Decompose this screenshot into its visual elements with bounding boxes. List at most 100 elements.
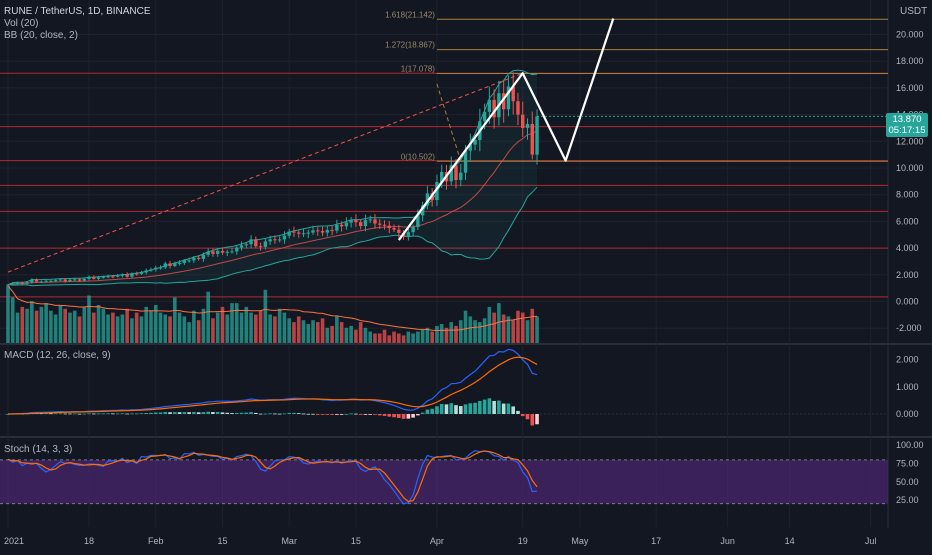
macd-indicator-label[interactable]: MACD (12, 26, close, 9) xyxy=(4,350,111,361)
candle-body-55 xyxy=(268,239,272,242)
macd-hist-bar-99 xyxy=(478,400,482,414)
grid xyxy=(0,0,888,527)
candle-body-41 xyxy=(201,254,206,259)
candle-body-64 xyxy=(311,230,315,233)
volume-bar-58 xyxy=(282,312,287,343)
macd-hist-bar-65 xyxy=(315,414,320,415)
volume-indicator-label[interactable]: Vol (20) xyxy=(4,18,39,29)
fib-levels: 1.618(21.142) 1.272(18.867) 1(17.078) 0(10.… xyxy=(385,10,888,162)
volume-bar-5 xyxy=(30,301,34,343)
volume-bar-68 xyxy=(330,325,334,343)
candle-body-21 xyxy=(106,276,110,278)
candle-body-18 xyxy=(92,276,96,279)
volume-bar-20 xyxy=(101,308,106,343)
stoch-tick-3: 100.00 xyxy=(896,440,924,450)
time-tick-7: 19 xyxy=(518,536,528,546)
chart-title[interactable]: RUNE / TetherUS, 1D, BINANCE xyxy=(4,6,151,17)
candle-body-97 xyxy=(468,144,473,151)
macd-hist-bar-98 xyxy=(473,402,477,414)
macd-hist-bar-69 xyxy=(335,414,339,415)
macd-hist-bar-0 xyxy=(6,414,10,415)
macd-hist-bar-14 xyxy=(72,413,77,415)
price-tick-11: 20.000 xyxy=(896,30,924,40)
candle-body-80 xyxy=(387,225,391,229)
macd-pane: 0.000 1.000 2.000 xyxy=(0,348,919,426)
macd-hist-bar-104 xyxy=(501,403,506,414)
candle-body-12 xyxy=(63,279,67,282)
macd-hist-bar-62 xyxy=(301,413,306,415)
volume-bar-48 xyxy=(234,303,239,343)
candle-body-44 xyxy=(216,250,220,254)
volume-bar-13 xyxy=(68,312,72,343)
volume-bar-83 xyxy=(401,335,406,343)
volume-bar-103 xyxy=(497,303,501,343)
macd-hist-bar-96 xyxy=(463,404,468,414)
volume-bar-49 xyxy=(239,312,244,343)
macd-hist-bar-43 xyxy=(211,412,215,414)
time-tick-4: Mar xyxy=(281,536,297,546)
candle-body-34 xyxy=(168,263,172,266)
volume-bar-85 xyxy=(411,333,415,343)
volume-bar-95 xyxy=(458,320,463,343)
volume-bar-81 xyxy=(392,331,396,343)
volume-bar-72 xyxy=(349,325,353,343)
stoch-tick-0: 25.00 xyxy=(896,495,919,505)
volume-bar-88 xyxy=(425,327,430,343)
macd-hist-bar-58 xyxy=(282,413,287,415)
candle-body-84 xyxy=(406,232,411,237)
candle-body-26 xyxy=(130,273,134,277)
volume-bar-79 xyxy=(382,329,387,343)
macd-hist-bar-73 xyxy=(354,413,358,415)
macd-hist-bar-23 xyxy=(115,413,120,415)
macd-hist-bar-56 xyxy=(273,413,277,415)
volume-bar-11 xyxy=(58,305,63,343)
bollinger-indicator-label[interactable]: BB (20, close, 2) xyxy=(4,30,78,41)
candle-body-107 xyxy=(516,101,520,115)
macd-hist-bar-48 xyxy=(234,412,239,414)
macd-hist-bar-25 xyxy=(125,413,129,415)
volume-bar-44 xyxy=(215,312,220,343)
candle-body-17 xyxy=(87,276,91,279)
macd-hist-bar-39 xyxy=(192,412,196,414)
macd-hist-bar-101 xyxy=(487,398,492,414)
macd-hist-bar-77 xyxy=(373,414,377,415)
volume-bar-26 xyxy=(130,318,134,343)
candle-body-28 xyxy=(139,272,144,274)
volume-bar-4 xyxy=(25,308,29,343)
candle-body-31 xyxy=(154,267,158,270)
macd-hist-bar-67 xyxy=(325,414,330,415)
stoch-pane: 25.00 50.00 75.00 100.00 xyxy=(0,440,924,505)
volume-bar-6 xyxy=(34,310,39,343)
harmonic-pattern-path xyxy=(397,18,615,241)
stoch-indicator-label[interactable]: Stoch (14, 3, 3) xyxy=(4,444,73,455)
macd-hist-bar-50 xyxy=(244,412,249,414)
volume-bar-60 xyxy=(292,322,296,343)
volume-bar-43 xyxy=(211,318,215,343)
volume-bar-36 xyxy=(177,312,182,343)
time-tick-3: 15 xyxy=(217,536,227,546)
macd-hist-bar-49 xyxy=(239,412,244,414)
candle-body-70 xyxy=(339,224,344,227)
candle-body-61 xyxy=(297,232,301,234)
time-tick-8: May xyxy=(571,536,589,546)
volume-bar-46 xyxy=(225,314,230,343)
macd-hist-bar-106 xyxy=(511,406,515,414)
candle-body-58 xyxy=(282,235,287,240)
macd-hist-bar-24 xyxy=(120,413,125,415)
candle-body-94 xyxy=(454,165,458,181)
price-tick-2: 2.000 xyxy=(896,270,919,280)
currency-label[interactable]: USDT xyxy=(900,6,928,17)
stoch-tick-2: 75.00 xyxy=(896,458,919,468)
volume-bar-73 xyxy=(354,329,358,343)
volume-bar-16 xyxy=(82,306,87,343)
candle-body-111 xyxy=(535,116,539,155)
candle-body-108 xyxy=(521,114,525,128)
candle-body-33 xyxy=(163,263,167,268)
candle-body-0 xyxy=(6,284,10,286)
price-tick-6: 10.000 xyxy=(896,163,924,173)
volume-ma-line xyxy=(7,285,538,331)
candle-body-52 xyxy=(254,239,258,247)
volume-bar-109 xyxy=(525,320,530,343)
candle-body-32 xyxy=(158,267,163,269)
